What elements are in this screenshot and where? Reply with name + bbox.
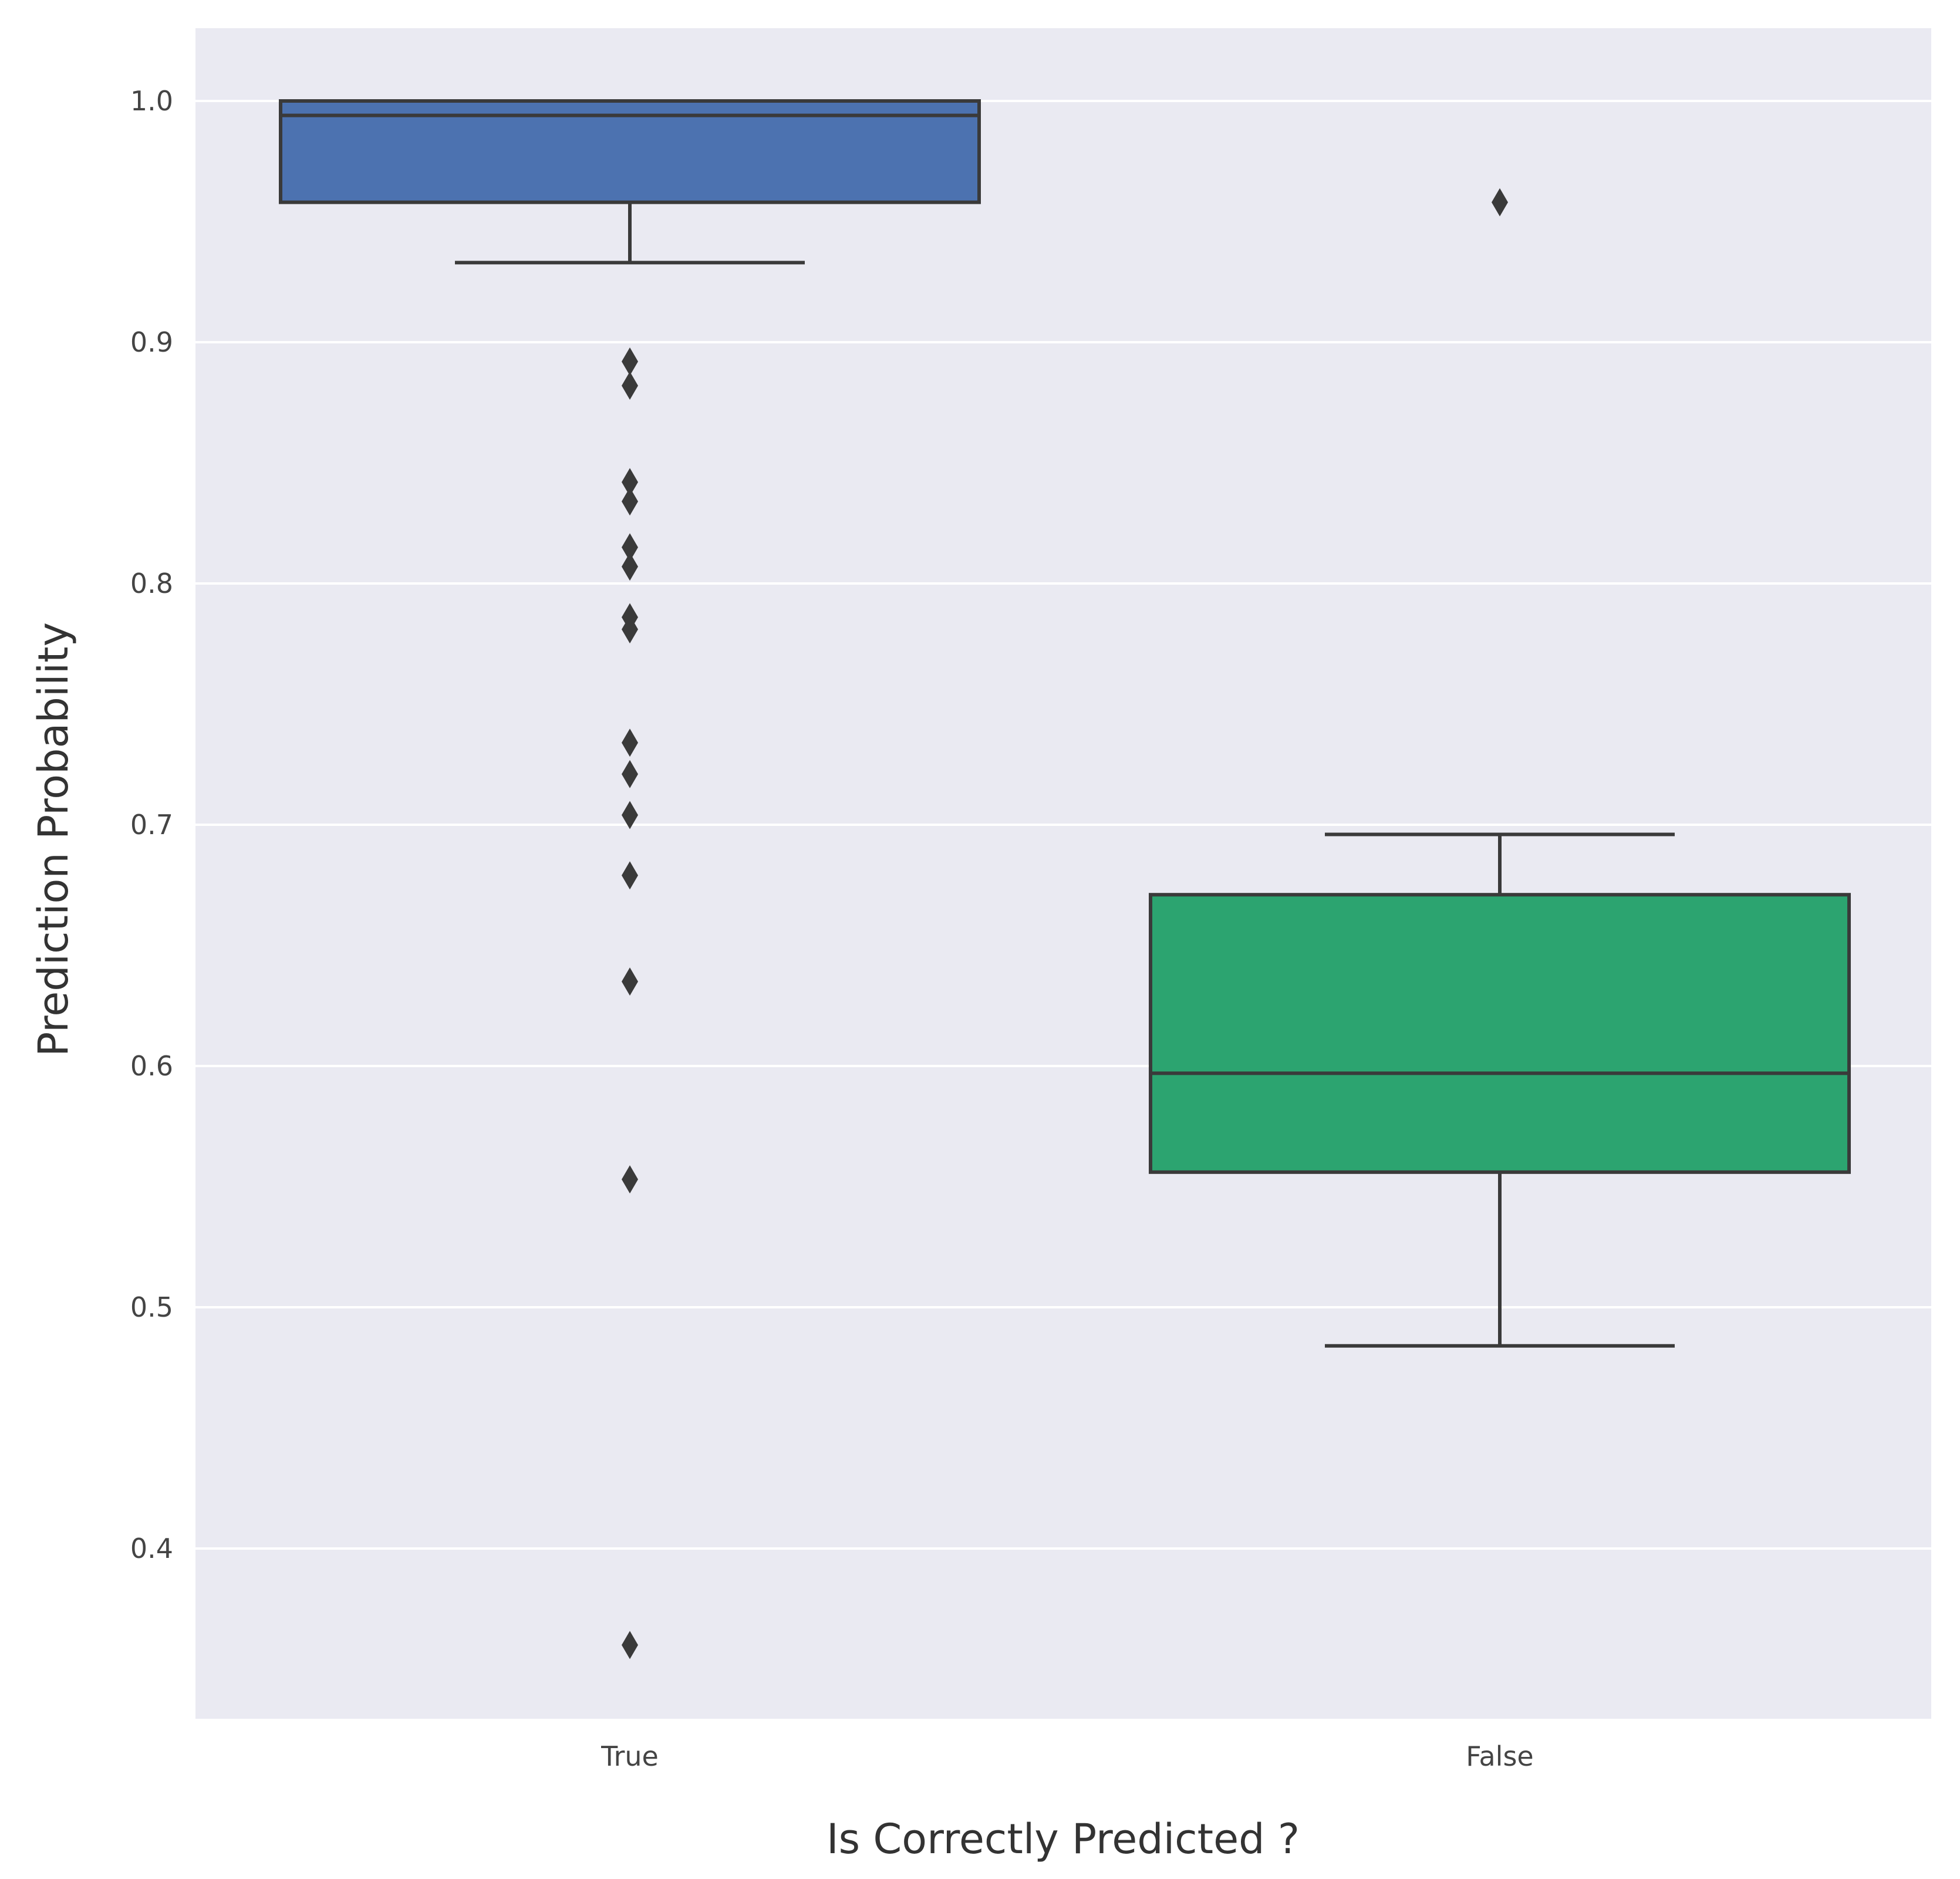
iqr-box (279, 99, 981, 204)
outlier-point (622, 861, 638, 890)
y-tick-label: 0.5 (130, 1291, 173, 1323)
outlier-point (622, 801, 638, 829)
y-tick-label: 0.7 (130, 809, 173, 841)
outlier-point (622, 487, 638, 516)
boxes (279, 99, 1851, 1659)
outlier-point (622, 1165, 638, 1194)
y-tick-label: 0.6 (130, 1050, 173, 1082)
x-axis-title: Is Correctly Predicted ? (826, 1815, 1300, 1863)
y-tick-label: 1.0 (130, 85, 173, 117)
outlier-point (622, 1631, 638, 1659)
box-false (1149, 188, 1851, 1348)
outlier-point (622, 728, 638, 757)
outlier-point (622, 760, 638, 788)
x-tick-label: True (601, 1740, 659, 1772)
box-true (279, 99, 981, 1659)
y-tick-label: 0.4 (130, 1533, 173, 1564)
x-tick-labels: True False (601, 1740, 1534, 1772)
outlier-point (622, 615, 638, 644)
outlier-point (622, 967, 638, 996)
y-tick-label: 0.9 (130, 326, 173, 358)
y-tick-labels: 0.4 0.5 0.6 0.7 0.8 0.9 1.0 (130, 85, 173, 1564)
plot-background (195, 28, 1931, 1719)
outlier-point (622, 347, 638, 376)
iqr-box (1149, 893, 1851, 1174)
y-axis-title: Prediction Probability (29, 622, 77, 1057)
outlier-point (622, 468, 638, 497)
outlier-point (622, 533, 638, 562)
outlier-point (622, 371, 638, 400)
x-tick-label: False (1466, 1740, 1533, 1772)
y-tick-label: 0.8 (130, 568, 173, 599)
outlier-point (622, 552, 638, 581)
outlier-point (1492, 188, 1508, 217)
